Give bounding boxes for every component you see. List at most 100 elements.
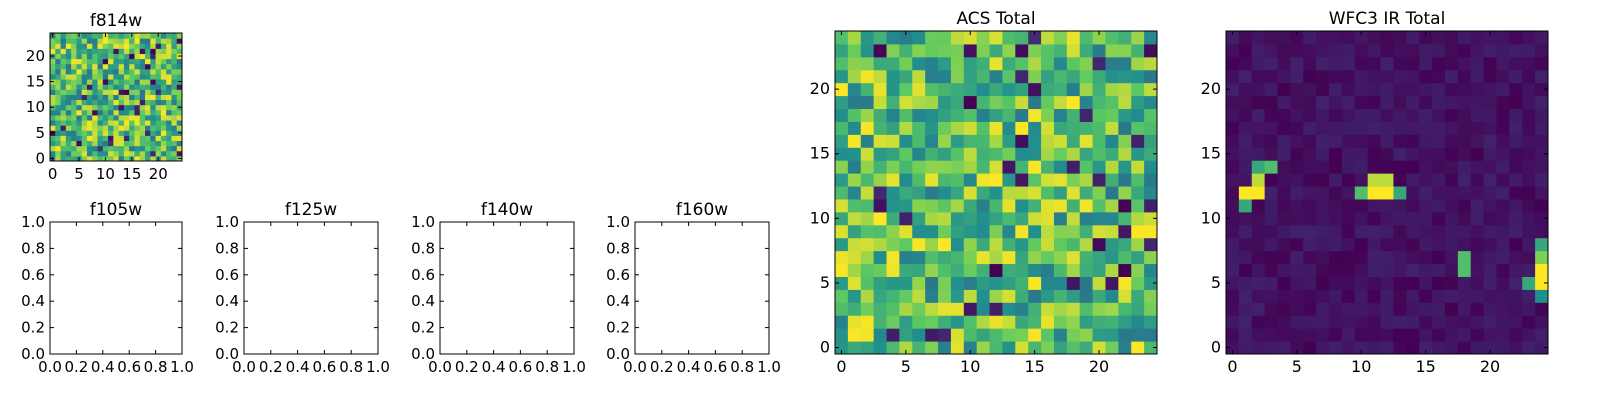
heatmap-cell (886, 134, 900, 148)
heatmap-cell (155, 43, 162, 49)
heatmap-cell (873, 160, 888, 174)
heatmap-cell (912, 276, 926, 290)
heatmap-cell (873, 121, 888, 135)
heatmap-cell (1105, 82, 1119, 97)
heatmap-cell (847, 276, 862, 290)
heatmap-cell (1496, 302, 1510, 316)
heatmap-cell (71, 109, 77, 116)
heatmap-cell (55, 94, 62, 101)
heatmap-cell (1419, 147, 1433, 161)
heatmap-cell (1522, 160, 1536, 174)
heatmap-cell (899, 263, 913, 277)
heatmap-cell (81, 33, 88, 39)
heatmap-cell (1419, 95, 1433, 110)
heatmap-cell (76, 130, 83, 136)
heatmap-cell (50, 68, 56, 75)
heatmap-cell (176, 43, 183, 49)
heatmap-cell (847, 121, 862, 135)
heatmap-cell (1406, 224, 1420, 239)
heatmap-cell (873, 289, 888, 303)
heatmap-cell (873, 315, 888, 329)
heatmap-cell (873, 186, 888, 200)
y-tick-label: 0.8 (215, 239, 239, 257)
heatmap-cell (1496, 121, 1510, 135)
heatmap-cell (1015, 198, 1029, 213)
heatmap-cell (76, 94, 83, 101)
heatmap-cell (1316, 237, 1330, 252)
heatmap-cell (1303, 250, 1317, 265)
heatmap-cell (912, 95, 926, 110)
heatmap-cell (129, 38, 135, 44)
heatmap-cell (1393, 31, 1407, 45)
heatmap-cell (1226, 302, 1240, 316)
heatmap-cell (171, 125, 178, 131)
heatmap-cell (71, 104, 77, 111)
heatmap-cell (1226, 95, 1240, 110)
heatmap-cell (1444, 31, 1459, 45)
heatmap-cell (150, 135, 157, 142)
heatmap-cell (1316, 160, 1330, 174)
heatmap-cell (129, 130, 135, 136)
heatmap-cell (835, 56, 849, 71)
heatmap-cell (847, 134, 862, 148)
heatmap-cell (1509, 82, 1523, 97)
heatmap-cell (1406, 82, 1420, 97)
heatmap-cell (1079, 224, 1094, 239)
heatmap-cell (1053, 198, 1068, 213)
heatmap-cell (76, 99, 83, 106)
heatmap-cell (71, 145, 77, 152)
heatmap-cell (1041, 289, 1055, 303)
heatmap-cell (1290, 237, 1304, 252)
heatmap-cell (92, 73, 99, 80)
heatmap-cell (1406, 173, 1420, 187)
heatmap-cell (1341, 198, 1356, 213)
heatmap-cell (847, 31, 862, 45)
heatmap-cell (1290, 302, 1304, 316)
heatmap-cell (950, 289, 965, 303)
heatmap-cell (92, 48, 99, 54)
heatmap-cell (860, 263, 875, 277)
heatmap-cell (71, 33, 77, 39)
heatmap-cell (1316, 289, 1330, 303)
heatmap-cell (113, 155, 120, 162)
heatmap-cell (1367, 173, 1382, 187)
heatmap-cell (1238, 341, 1253, 355)
heatmap-cell (1496, 250, 1510, 265)
heatmap-cell (134, 150, 141, 157)
heatmap-cell (1079, 43, 1094, 58)
heatmap-cell (976, 289, 991, 303)
heatmap-cell (160, 135, 167, 142)
heatmap-cell (1131, 147, 1145, 161)
heatmap-cell (1341, 186, 1356, 200)
heatmap-cell (860, 56, 875, 71)
heatmap-cell (155, 120, 162, 126)
heatmap-cell (150, 114, 157, 121)
heatmap-cell (97, 94, 104, 101)
heatmap-cell (1105, 56, 1119, 71)
chart-title: f125w (285, 200, 337, 220)
heatmap-cell (1118, 341, 1132, 355)
heatmap-cell (1509, 69, 1523, 84)
heatmap-cell (938, 186, 952, 200)
heatmap-cell (1316, 82, 1330, 97)
heatmap-cell (847, 147, 862, 161)
heatmap-cell (1264, 121, 1279, 135)
heatmap-cell (1535, 95, 1549, 110)
heatmap-cell (1522, 198, 1536, 213)
heatmap-cell (1144, 289, 1158, 303)
heatmap-cell (1226, 31, 1240, 45)
heatmap-cell (1290, 56, 1304, 71)
heatmap-cell (1419, 108, 1433, 122)
heatmap-cell (1496, 198, 1510, 213)
heatmap-cell (155, 150, 162, 157)
heatmap-cell (912, 263, 926, 277)
heatmap-cell (1432, 43, 1446, 58)
heatmap-cell (1522, 69, 1536, 84)
heatmap-cell (1144, 173, 1158, 187)
heatmap-cell (1419, 276, 1433, 290)
heatmap-cell (1509, 289, 1523, 303)
heatmap-cell (1457, 224, 1472, 239)
heatmap-cell (129, 58, 135, 65)
heatmap-cell (176, 135, 183, 142)
heatmap-cell (1470, 31, 1485, 45)
